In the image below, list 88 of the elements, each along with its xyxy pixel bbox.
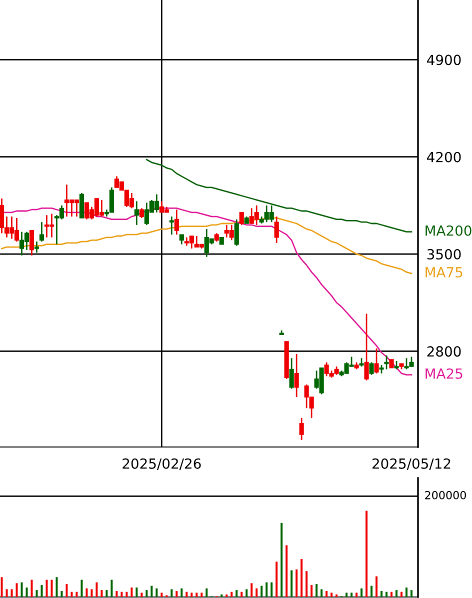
series-label: MA200 — [426, 225, 472, 236]
bar — [66, 584, 68, 597]
bar — [100, 590, 103, 597]
text: 200000 — [425, 490, 466, 500]
bar — [356, 592, 358, 597]
bar — [86, 588, 88, 597]
bar — [0, 577, 3, 597]
x-tick-label: 2025/05/12 — [372, 458, 450, 470]
bar — [310, 584, 313, 597]
bar — [380, 590, 383, 597]
bar — [200, 592, 203, 597]
candlestick — [79, 192, 84, 219]
bar — [56, 577, 58, 597]
bar — [260, 586, 263, 597]
bar — [330, 592, 333, 597]
candlestick — [39, 221, 44, 242]
series-label: MA75 — [426, 267, 462, 278]
y-tick-label: 4900 — [427, 54, 461, 66]
candlestick — [234, 218, 239, 246]
bar — [90, 589, 93, 597]
candlestick — [29, 230, 34, 256]
bar — [300, 559, 303, 597]
y-tick-label: 3500 — [427, 249, 461, 260]
bar — [286, 545, 288, 597]
bar — [280, 522, 283, 597]
bar — [390, 592, 393, 597]
bar — [406, 588, 408, 597]
bar — [230, 592, 233, 597]
bar — [160, 592, 163, 597]
candlestick — [169, 216, 174, 236]
bar — [116, 590, 118, 597]
bar — [6, 589, 8, 597]
x-tick-label: 2025/02/26 — [122, 458, 201, 470]
bar — [180, 588, 183, 597]
candlestick — [384, 354, 389, 370]
bar — [126, 592, 128, 597]
bar — [106, 590, 108, 597]
bar — [26, 588, 28, 597]
bar — [306, 571, 308, 597]
candlestick — [179, 234, 184, 246]
candlestick — [134, 200, 139, 226]
bar — [290, 570, 293, 597]
bar — [386, 592, 388, 597]
bar — [326, 590, 328, 597]
candlestick — [174, 208, 179, 236]
bar — [236, 590, 238, 597]
candlestick — [369, 362, 374, 376]
bar — [50, 580, 53, 597]
bar — [266, 582, 268, 597]
bar — [110, 580, 113, 597]
y-tick-label: 4200 — [427, 152, 461, 162]
bar — [176, 590, 178, 597]
bar — [76, 592, 78, 597]
bar — [136, 588, 138, 597]
bar — [256, 588, 258, 597]
bar — [156, 588, 158, 597]
candlestick — [34, 240, 40, 254]
bar — [206, 588, 208, 597]
candlestick — [239, 212, 244, 226]
candlestick — [139, 208, 144, 219]
bar — [186, 592, 188, 597]
bar — [366, 510, 368, 597]
bar — [130, 588, 133, 597]
candlestick — [289, 357, 294, 390]
series-label: MA25 — [426, 368, 462, 379]
line-series — [146, 158, 412, 233]
bar — [140, 592, 143, 597]
bar — [360, 588, 363, 597]
bar — [40, 584, 43, 597]
bar — [150, 586, 153, 597]
candlestick — [294, 353, 299, 398]
y-tick-label: 2800 — [427, 346, 461, 357]
bar — [410, 590, 413, 597]
bar — [250, 583, 253, 597]
bar — [400, 592, 403, 597]
candlestick — [299, 417, 304, 441]
bar — [336, 594, 338, 597]
bar — [226, 594, 228, 597]
bar — [80, 580, 83, 597]
bar — [276, 562, 278, 597]
bar — [376, 576, 378, 597]
bar — [350, 592, 353, 597]
candlestick — [364, 313, 369, 382]
bar — [240, 592, 243, 597]
bar — [316, 584, 318, 597]
bar — [190, 592, 193, 597]
candlestick — [274, 216, 279, 244]
candlestick — [374, 348, 379, 374]
